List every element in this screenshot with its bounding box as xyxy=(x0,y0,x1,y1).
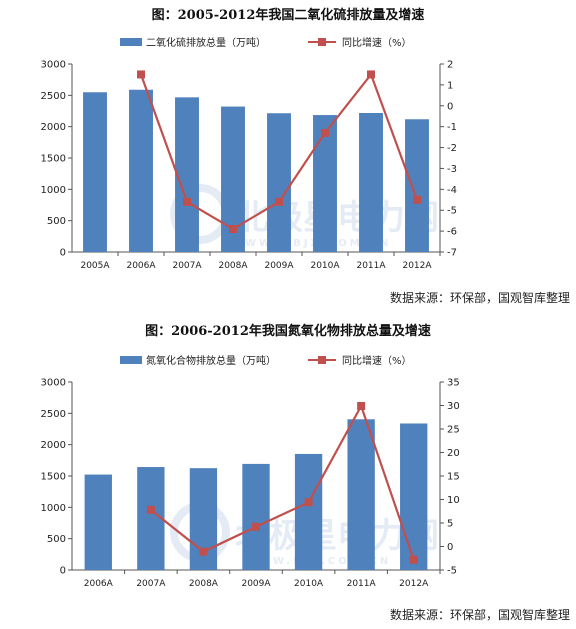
legend: 氮氧化合物排放总量（万吨） 同比增速（%） xyxy=(120,354,412,367)
bar xyxy=(242,463,270,570)
y-tick-label: 500 xyxy=(47,534,66,545)
y2-tick-label: 35 xyxy=(447,378,460,389)
growth-point xyxy=(183,197,191,206)
x-tick-label: 2007A xyxy=(136,579,166,589)
y-tick-label: 1000 xyxy=(41,185,66,196)
x-tick-label: 2006A xyxy=(126,261,156,271)
legend-line-label: 同比增速（%） xyxy=(342,36,412,49)
bar xyxy=(267,113,291,252)
y-tick-label: 1500 xyxy=(41,154,66,165)
y2-tick-label: 20 xyxy=(447,448,460,459)
legend-bar-swatch xyxy=(120,356,142,364)
y-tick-label: 2000 xyxy=(41,440,66,451)
chart-1: 北极星电力网WWW.BJX.COM.CN二氧化硫排放总量（万吨）同比增速（%）0… xyxy=(30,24,474,276)
y2-tick-label: 0 xyxy=(447,542,453,553)
chart-2-source: 数据来源：环保部，国观智库整理 xyxy=(389,608,570,622)
growth-point xyxy=(367,70,375,79)
y2-tick-label: -3 xyxy=(447,164,457,175)
chart-1-source: 数据来源：环保部，国观智库整理 xyxy=(389,291,570,305)
growth-point xyxy=(275,197,283,206)
y2-tick-label: 25 xyxy=(447,425,460,436)
bar xyxy=(400,423,428,570)
legend: 二氧化硫排放总量（万吨） 同比增速（%） xyxy=(120,36,412,49)
y2-tick-label: -2 xyxy=(447,143,457,154)
y-tick-label: 500 xyxy=(47,216,66,227)
y-tick-label: 0 xyxy=(60,566,66,577)
y2-tick-label: 5 xyxy=(447,519,453,530)
bar xyxy=(359,113,383,252)
bar xyxy=(313,115,337,252)
y-tick-label: 3000 xyxy=(41,378,66,389)
y-tick-label: 1000 xyxy=(41,503,66,514)
legend-bar-label: 氮氧化合物排放总量（万吨） xyxy=(146,354,276,367)
y-tick-label: 2500 xyxy=(41,409,66,420)
x-tick-label: 2009A xyxy=(264,261,294,271)
bar xyxy=(294,453,323,570)
x-tick-label: 2005A xyxy=(80,261,110,271)
legend-line-label: 同比增速（%） xyxy=(342,354,412,367)
chart-1-svg: 北极星电力网WWW.BJX.COM.CN二氧化硫排放总量（万吨）同比增速（%）0… xyxy=(41,36,457,271)
growth-point xyxy=(146,505,155,514)
x-tick-label: 2008A xyxy=(189,579,219,589)
growth-point xyxy=(252,522,260,531)
x-tick-label: 2011A xyxy=(356,261,386,271)
x-tick-label: 2010A xyxy=(294,579,324,589)
growth-point xyxy=(413,195,421,204)
chart-2-svg: 北极星电力网WWW.BJX.COM.CN氮氧化合物排放总量（万吨）同比增速（%）… xyxy=(41,354,460,589)
chart-2: 北极星电力网WWW.BJX.COM.CN氮氧化合物排放总量（万吨）同比增速（%）… xyxy=(30,342,474,594)
y-tick-label: 0 xyxy=(60,248,66,259)
x-tick-label: 2011A xyxy=(347,579,377,589)
y2-tick-label: -6 xyxy=(447,227,457,238)
x-tick-label: 2009A xyxy=(241,579,271,589)
y2-tick-label: 15 xyxy=(447,472,460,483)
bar xyxy=(405,119,429,252)
x-tick-label: 2008A xyxy=(218,261,248,271)
growth-point xyxy=(137,70,145,79)
y-tick-label: 2500 xyxy=(41,91,66,102)
chart-1-title: 图：2005-2012年我国二氧化硫排放量及增速 xyxy=(151,8,425,23)
y2-tick-label: 2 xyxy=(447,60,453,71)
bar xyxy=(129,89,153,252)
bar xyxy=(137,467,165,570)
y2-tick-label: -5 xyxy=(447,206,457,217)
y2-tick-label: 0 xyxy=(447,101,453,112)
legend-line-marker xyxy=(318,356,326,364)
legend-bar-swatch xyxy=(120,38,142,46)
y-tick-label: 2000 xyxy=(41,122,66,133)
legend-bar-label: 二氧化硫排放总量（万吨） xyxy=(146,36,266,49)
x-tick-label: 2012A xyxy=(399,579,429,589)
y2-tick-label: 1 xyxy=(447,80,453,91)
growth-point xyxy=(357,401,366,410)
x-tick-label: 2006A xyxy=(84,579,114,589)
y-tick-label: 3000 xyxy=(41,60,66,71)
bar xyxy=(84,474,112,570)
bar xyxy=(175,97,199,252)
legend-line-marker xyxy=(318,38,326,46)
y2-tick-label: 10 xyxy=(447,495,460,506)
growth-line xyxy=(150,403,415,561)
y2-tick-label: -4 xyxy=(447,185,457,196)
x-tick-label: 2007A xyxy=(172,261,202,271)
y2-tick-label: -7 xyxy=(447,248,457,259)
growth-point xyxy=(199,547,208,556)
growth-point xyxy=(321,128,329,137)
growth-point xyxy=(229,225,237,234)
y2-tick-label: -1 xyxy=(447,122,457,133)
x-tick-label: 2010A xyxy=(310,261,340,271)
chart-2-title: 图：2006-2012年我国氮氧化物排放总量及增速 xyxy=(145,324,431,339)
bar xyxy=(347,419,375,570)
growth-point xyxy=(304,498,313,507)
growth-point xyxy=(409,555,418,564)
y-tick-label: 1500 xyxy=(41,472,66,483)
bar xyxy=(221,106,245,253)
y2-tick-label: -5 xyxy=(447,566,457,577)
x-tick-label: 2012A xyxy=(402,261,432,271)
y2-tick-label: 30 xyxy=(447,401,460,412)
bar xyxy=(83,92,107,252)
